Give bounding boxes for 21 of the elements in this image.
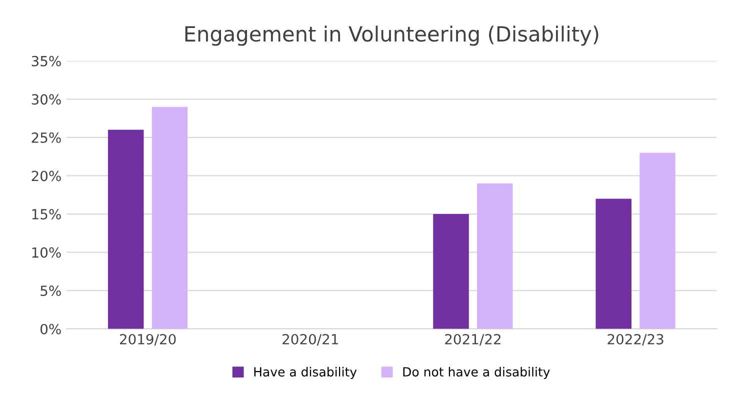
legend-label: Do not have a disability <box>403 366 550 380</box>
y-tick-label: 0% <box>40 324 61 334</box>
y-tick-label: 25% <box>32 132 61 143</box>
bar <box>596 198 632 329</box>
y-tick-label: 5% <box>40 286 61 296</box>
y-tick-label: 35% <box>32 56 61 66</box>
legend-label: Have a disability <box>254 366 357 380</box>
y-tick-label: 20% <box>32 170 61 182</box>
y-tick-label: 15% <box>32 208 61 220</box>
y-tick-label: 10% <box>32 247 61 258</box>
x-tick-label: 2020/21 <box>282 334 338 346</box>
x-tick-label: 2022/23 <box>608 334 664 346</box>
bar <box>433 214 469 329</box>
x-tick-label: 2019/20 <box>120 334 176 346</box>
bar <box>477 183 513 329</box>
x-tick-label: 2021/22 <box>445 334 500 346</box>
bar <box>108 130 144 329</box>
chart-title: Engagement in Volunteering (Disability) <box>185 26 598 46</box>
bar <box>640 152 676 329</box>
y-tick-label: 30% <box>32 94 61 105</box>
bar <box>152 106 188 329</box>
